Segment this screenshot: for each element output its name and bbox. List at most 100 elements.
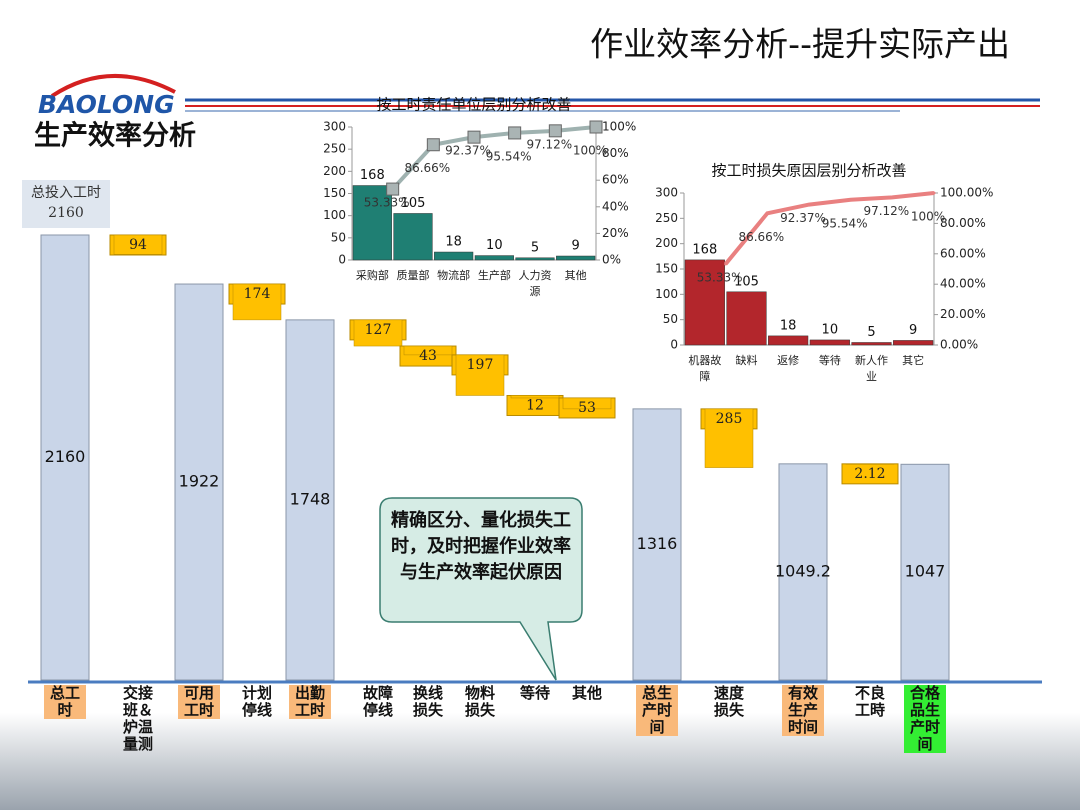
line-marker <box>548 124 562 138</box>
y2-tick-label: 80% <box>602 146 629 160</box>
y2-tick-label: 0.00% <box>940 338 978 352</box>
value-label: 174 <box>244 286 271 302</box>
input-label: 总投入工时 <box>31 185 101 201</box>
line-marker <box>932 191 936 195</box>
value-label: 197 <box>467 357 494 373</box>
value-label: 1922 <box>179 472 220 491</box>
x-tick-label: 其他 <box>564 269 587 282</box>
x-tick-label: 其他 <box>571 684 602 702</box>
callout-bubble <box>379 497 583 681</box>
x-tick-label: 人力资源 <box>518 269 552 298</box>
line-value-label: 95.54% <box>486 149 532 163</box>
total-bar <box>285 319 335 681</box>
y2-tick-label: 60% <box>602 173 629 187</box>
value-label: 18 <box>780 318 797 333</box>
x-tick-label: 故障停线 <box>362 684 393 719</box>
y-tick-label: 150 <box>655 262 678 276</box>
bar <box>556 255 596 261</box>
y2-tick-label: 20.00% <box>940 307 986 321</box>
line-value-label: 100% <box>911 210 945 224</box>
x-tick-label: 计划停线 <box>241 684 272 719</box>
line-marker <box>724 262 728 266</box>
value-label: 9 <box>909 323 917 338</box>
value-label: 5 <box>531 240 539 255</box>
line-value-label: 97.12% <box>863 204 909 218</box>
x-tick-label: 新人作业 <box>854 354 888 383</box>
total-bar <box>632 408 682 681</box>
loss-bar <box>113 234 163 255</box>
input-box <box>22 180 110 228</box>
loss-bar <box>510 395 560 399</box>
y-tick-label: 0 <box>670 338 678 352</box>
value-label: 168 <box>360 168 385 183</box>
y2-tick-label: 0% <box>602 253 621 267</box>
x-tick-label: 其它 <box>902 354 925 367</box>
x-tick-label: 机器故障 <box>688 354 722 383</box>
value-label: 1049.2 <box>775 561 831 580</box>
loss-bar <box>353 319 403 347</box>
value-label: 94 <box>129 237 147 253</box>
loss-bar <box>562 397 612 410</box>
y-tick-label: 200 <box>655 236 678 250</box>
line-marker <box>467 130 481 144</box>
line-value-label: 97.12% <box>526 137 572 151</box>
value-label: 18 <box>445 235 462 250</box>
bar <box>393 213 433 261</box>
x-tick-label: 物流部 <box>437 269 471 282</box>
line-marker <box>426 138 440 152</box>
x-tick-label: 有效生产时间 <box>782 685 824 736</box>
value-label: 168 <box>692 242 717 257</box>
total-bar <box>40 234 90 681</box>
line-value-label: 92.37% <box>780 211 826 225</box>
line-value-label: 53.33% <box>697 270 743 284</box>
total-bar <box>174 283 224 681</box>
value-label: 1047 <box>905 562 946 581</box>
y2-tick-label: 40% <box>602 199 629 213</box>
y2-tick-label: 20% <box>602 226 629 240</box>
x-tick-label: 等待 <box>519 684 550 702</box>
y-tick-label: 50 <box>331 230 346 244</box>
value-label: 10 <box>486 238 503 253</box>
value-label: 1748 <box>290 489 331 508</box>
bar <box>515 257 555 261</box>
bar <box>726 291 767 346</box>
x-tick-label: 总生产时间 <box>636 685 678 736</box>
y2-tick-label: 100% <box>602 120 636 134</box>
y-tick-label: 100 <box>323 208 346 222</box>
line-value-label: 86.66% <box>404 161 450 175</box>
total-bar <box>900 463 950 681</box>
y2-tick-label: 60.00% <box>940 246 986 260</box>
line-marker <box>849 198 853 202</box>
cumulative-line <box>724 191 935 266</box>
value-label: 105 <box>734 274 759 289</box>
y-tick-label: 300 <box>655 186 678 200</box>
y-tick-label: 0 <box>338 253 346 267</box>
value-label: 5 <box>867 325 875 340</box>
x-tick-label: 换线损失 <box>412 684 443 719</box>
line-marker <box>765 211 769 215</box>
line-marker <box>807 203 811 207</box>
x-tick-label: 速度损失 <box>713 684 744 719</box>
line-value-label: 95.54% <box>822 216 868 230</box>
value-label: 2.12 <box>854 466 885 482</box>
line-marker <box>508 126 522 140</box>
x-tick-label: 可用工时 <box>178 685 220 719</box>
y-tick-label: 300 <box>323 120 346 134</box>
y2-tick-label: 80.00% <box>940 216 986 230</box>
bar <box>851 342 892 346</box>
y-tick-label: 250 <box>655 211 678 225</box>
slide-title: 作业效率分析--提升实际产出 <box>590 25 1010 64</box>
line-value-label: 86.66% <box>738 230 784 244</box>
bar <box>434 251 474 261</box>
callout-text: 精确区分、量化损失工时，及时把握作业效率与生产效率起伏原因 <box>391 510 571 583</box>
cumulative-line <box>391 125 597 191</box>
y-tick-label: 50 <box>663 312 678 326</box>
input-value: 2160 <box>48 205 84 221</box>
line-value-label: 100% <box>573 144 607 158</box>
y-tick-label: 100 <box>655 287 678 301</box>
y-tick-label: 150 <box>323 186 346 200</box>
x-tick-label: 返修 <box>777 354 800 367</box>
chart-title: 按工时责任单位层别分析改善 <box>376 96 571 114</box>
